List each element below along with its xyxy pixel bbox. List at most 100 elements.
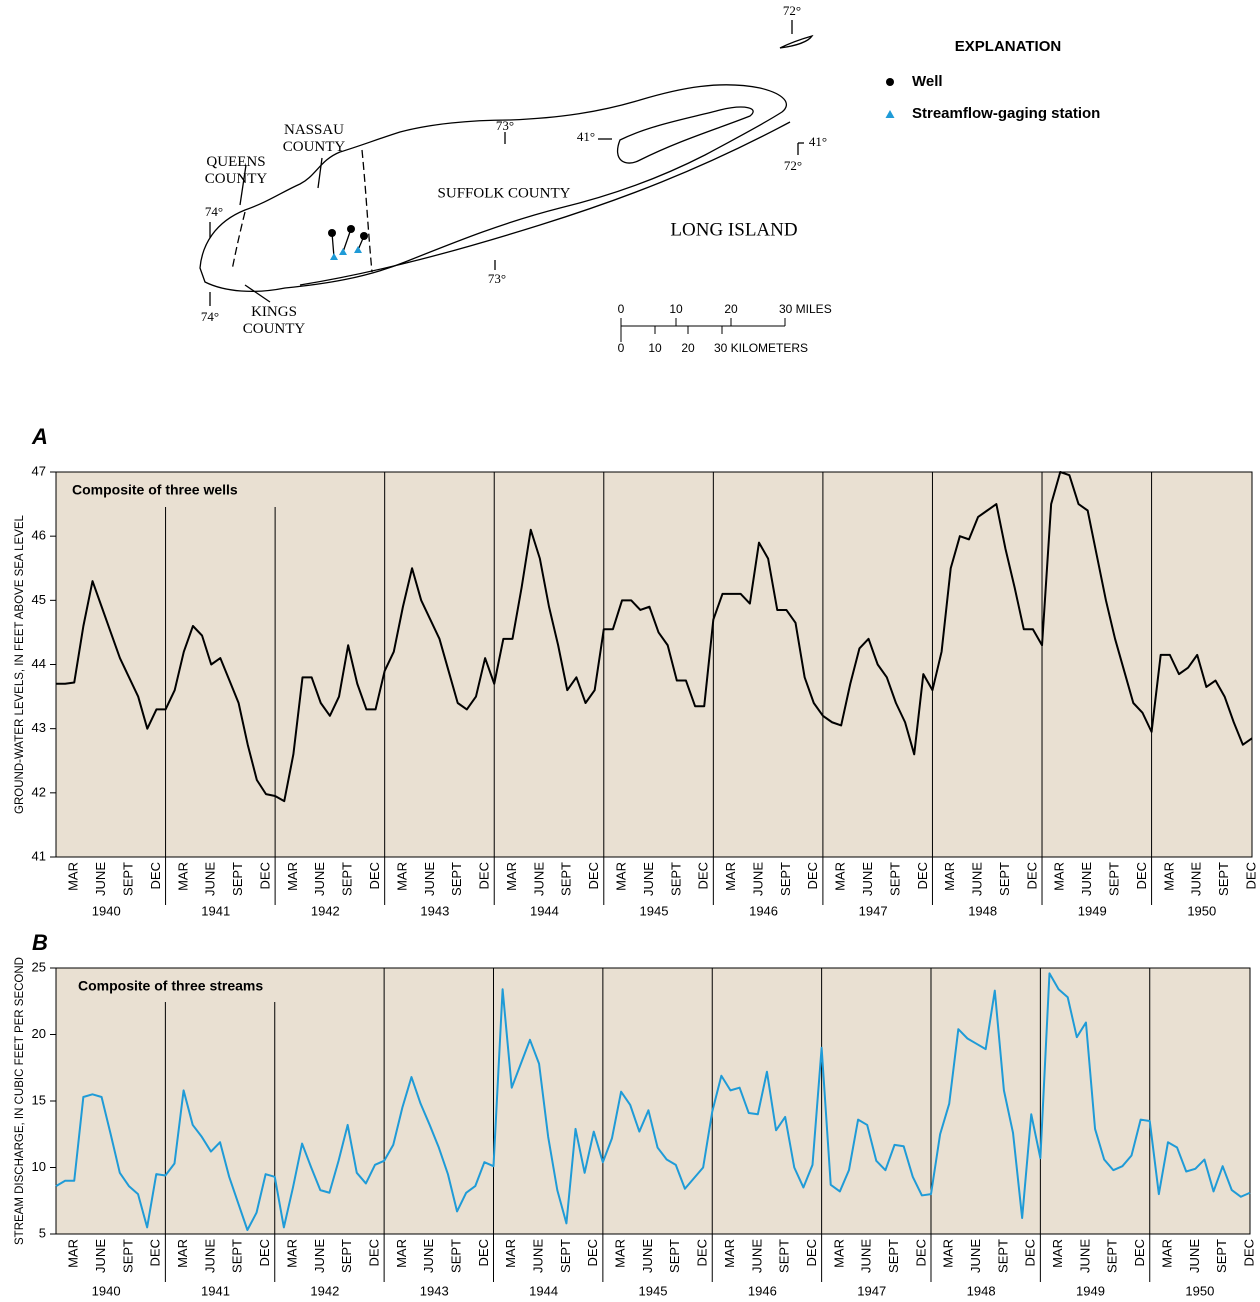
y-axis-label: STREAM DISCHARGE, IN CUBIC FEET PER SECO… xyxy=(14,957,26,1245)
map xyxy=(199,20,814,306)
y-tick-label: 44 xyxy=(32,656,46,671)
data-line xyxy=(56,471,1253,803)
graticule-label: 41° xyxy=(809,134,827,149)
x-tick-label: SEPT xyxy=(120,1239,135,1273)
y-tick-label: 42 xyxy=(32,784,46,799)
x-tick-label: MAR xyxy=(723,862,738,891)
x-tick-label: MAR xyxy=(941,1239,956,1268)
x-tick-label: SEPT xyxy=(230,1239,245,1273)
x-tick-label: SEPT xyxy=(778,862,793,896)
x-tick-label: MAR xyxy=(831,1239,846,1268)
x-tick-label: DEC xyxy=(805,862,820,889)
graticule-label: 73° xyxy=(496,118,514,133)
data-line xyxy=(55,972,1251,1232)
y-tick-label: 10 xyxy=(32,1159,46,1174)
year-label: 1948 xyxy=(967,1283,996,1298)
gage-symbol xyxy=(330,246,362,260)
x-tick-label: SEPT xyxy=(1106,862,1121,896)
x-tick-label: SEPT xyxy=(886,1239,901,1273)
x-tick-label: MAR xyxy=(942,862,957,891)
x-tick-label: SEPT xyxy=(997,862,1012,896)
legend-entry: Streamflow-gaging station xyxy=(912,105,1100,122)
x-tick-label: MAR xyxy=(66,1239,81,1268)
year-label: 1945 xyxy=(639,1283,668,1298)
scale-label: 0 xyxy=(618,302,625,316)
x-tick-label: MAR xyxy=(66,862,81,891)
plot-area xyxy=(55,967,1251,1235)
x-tick-label: JUNE xyxy=(860,862,875,896)
x-tick-label: DEC xyxy=(1241,1239,1256,1266)
x-tick-label: MAR xyxy=(613,862,628,891)
county-label: KINGS COUNTY xyxy=(242,304,306,337)
legend-entry: Well xyxy=(912,73,943,90)
y-tick-label: 20 xyxy=(32,1026,46,1041)
graticule-label: 74° xyxy=(201,309,219,324)
x-tick-label: SEPT xyxy=(887,862,902,896)
x-tick-label: SEPT xyxy=(449,862,464,896)
x-tick-label: SEPT xyxy=(668,862,683,896)
scale-label: 30 KILOMETERS xyxy=(714,341,808,355)
x-tick-label: DEC xyxy=(366,1239,381,1266)
x-tick-label: MAR xyxy=(394,862,409,891)
year-label: 1944 xyxy=(529,1283,558,1298)
east-islet xyxy=(779,34,814,49)
x-tick-label: JUNE xyxy=(641,862,656,896)
x-tick-label: DEC xyxy=(477,862,492,889)
legend-symbol xyxy=(886,78,894,86)
x-tick-label: JUNE xyxy=(203,862,218,896)
year-label: 1943 xyxy=(420,1283,449,1298)
graticule-label: 72° xyxy=(783,3,801,18)
year-label: 1943 xyxy=(420,903,449,918)
x-tick-label: DEC xyxy=(915,862,930,889)
x-tick-label: JUNE xyxy=(422,862,437,896)
year-label: 1942 xyxy=(310,1283,339,1298)
leader xyxy=(317,157,323,189)
x-tick-label: JUNE xyxy=(970,862,985,896)
x-tick-label: SEPT xyxy=(120,862,135,896)
x-tick-label: SEPT xyxy=(1216,862,1231,896)
x-tick-label: DEC xyxy=(367,862,382,889)
year-label: 1949 xyxy=(1078,903,1107,918)
x-tick-label: DEC xyxy=(585,1239,600,1266)
well-stem xyxy=(331,232,335,258)
x-tick-label: MAR xyxy=(504,862,519,891)
x-tick-label: MAR xyxy=(285,862,300,891)
year-label: 1950 xyxy=(1187,903,1216,918)
legend-title: EXPLANATION xyxy=(955,38,1061,55)
x-tick-label: JUNE xyxy=(93,1239,108,1273)
plot-area xyxy=(55,471,1253,858)
x-tick-label: DEC xyxy=(586,862,601,889)
x-tick-label: DEC xyxy=(695,1239,710,1266)
year-label: 1944 xyxy=(530,903,559,918)
year-label: 1946 xyxy=(748,1283,777,1298)
x-tick-label: JUNE xyxy=(312,1239,327,1273)
x-tick-label: DEC xyxy=(257,1239,272,1266)
x-tick-label: DEC xyxy=(1243,862,1258,889)
x-tick-label: SEPT xyxy=(995,1239,1010,1273)
well-symbol xyxy=(360,232,368,240)
annotation: Composite of three streams xyxy=(78,978,263,994)
leader xyxy=(239,164,247,206)
well-symbol xyxy=(347,225,355,233)
x-tick-label: MAR xyxy=(503,1239,518,1268)
x-tick-label: DEC xyxy=(1023,1239,1038,1266)
x-tick-label: JUNE xyxy=(640,1239,655,1273)
panel-label: B xyxy=(32,930,48,955)
y-axis-label: GROUND-WATER LEVELS, IN FEET ABOVE SEA L… xyxy=(14,514,26,813)
year-label: 1940 xyxy=(92,1283,121,1298)
scale-label: 20 xyxy=(724,302,738,316)
x-tick-label: JUNE xyxy=(312,862,327,896)
x-tick-label: JUNE xyxy=(750,862,765,896)
scale-bar xyxy=(620,318,786,342)
scale-label: 0 xyxy=(618,341,625,355)
x-tick-label: JUNE xyxy=(1077,1239,1092,1273)
annotation: Composite of three wells xyxy=(72,482,238,498)
x-tick-label: MAR xyxy=(1159,1239,1174,1268)
x-tick-label: DEC xyxy=(1024,862,1039,889)
county-label: SUFFOLK COUNTY xyxy=(438,185,571,201)
x-tick-label: SEPT xyxy=(667,1239,682,1273)
year-label: 1948 xyxy=(968,903,997,918)
x-tick-label: DEC xyxy=(148,862,163,889)
